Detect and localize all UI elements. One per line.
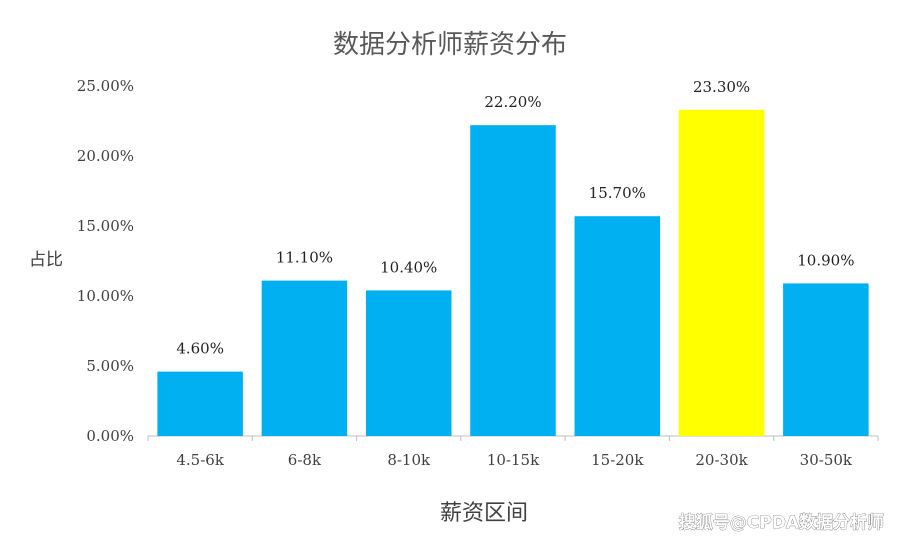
y-axis: 0.00% 5.00% 10.00% 15.00% 20.00% 25.00%	[77, 77, 134, 445]
bar-10-15k	[470, 125, 556, 436]
watermark: 搜狐号@CPDA数据分析师	[679, 512, 884, 533]
x-axis-ticks	[147, 436, 879, 441]
bars	[157, 109, 869, 437]
data-label: 22.20%	[484, 93, 541, 111]
data-label: 4.60%	[176, 340, 224, 358]
x-tick-label: 8-10k	[387, 451, 431, 469]
x-tick-label: 4.5-6k	[176, 451, 224, 469]
x-axis-title: 薪资区间	[440, 501, 528, 526]
bar-30-50k	[783, 283, 869, 436]
bar-15-20k	[574, 216, 661, 436]
y-tick-label: 10.00%	[77, 287, 134, 305]
data-label: 10.90%	[797, 251, 854, 269]
x-tick-label: 15-20k	[591, 451, 644, 469]
data-label: 23.30%	[693, 78, 750, 96]
y-axis-title: 占比	[29, 250, 63, 270]
bar-4.5-6k	[157, 371, 243, 436]
y-tick-label: 5.00%	[86, 357, 134, 375]
data-label: 10.40%	[380, 258, 437, 276]
x-tick-label: 20-30k	[695, 451, 748, 469]
y-tick-label: 15.00%	[77, 217, 134, 235]
x-tick-label: 6-8k	[288, 451, 322, 469]
x-tick-label: 30-50k	[800, 451, 853, 469]
y-tick-label: 0.00%	[86, 427, 134, 445]
x-tick-label: 10-15k	[487, 451, 540, 469]
data-labels: 4.60% 11.10% 10.40% 22.20% 15.70% 23.30% 10.90…	[176, 78, 854, 358]
bar-6-8k	[261, 280, 348, 436]
bar-20-30k	[678, 109, 765, 437]
data-label: 11.10%	[276, 249, 333, 267]
chart-title: 数据分析师薪资分布	[333, 30, 567, 60]
bar-8-10k	[365, 290, 452, 436]
data-label: 15.70%	[589, 184, 646, 202]
x-axis: 4.5-6k 6-8k 8-10k 10-15k 15-20k 20-30k 30-50k	[176, 451, 853, 469]
y-tick-label: 25.00%	[77, 77, 134, 95]
y-tick-label: 20.00%	[77, 147, 134, 165]
